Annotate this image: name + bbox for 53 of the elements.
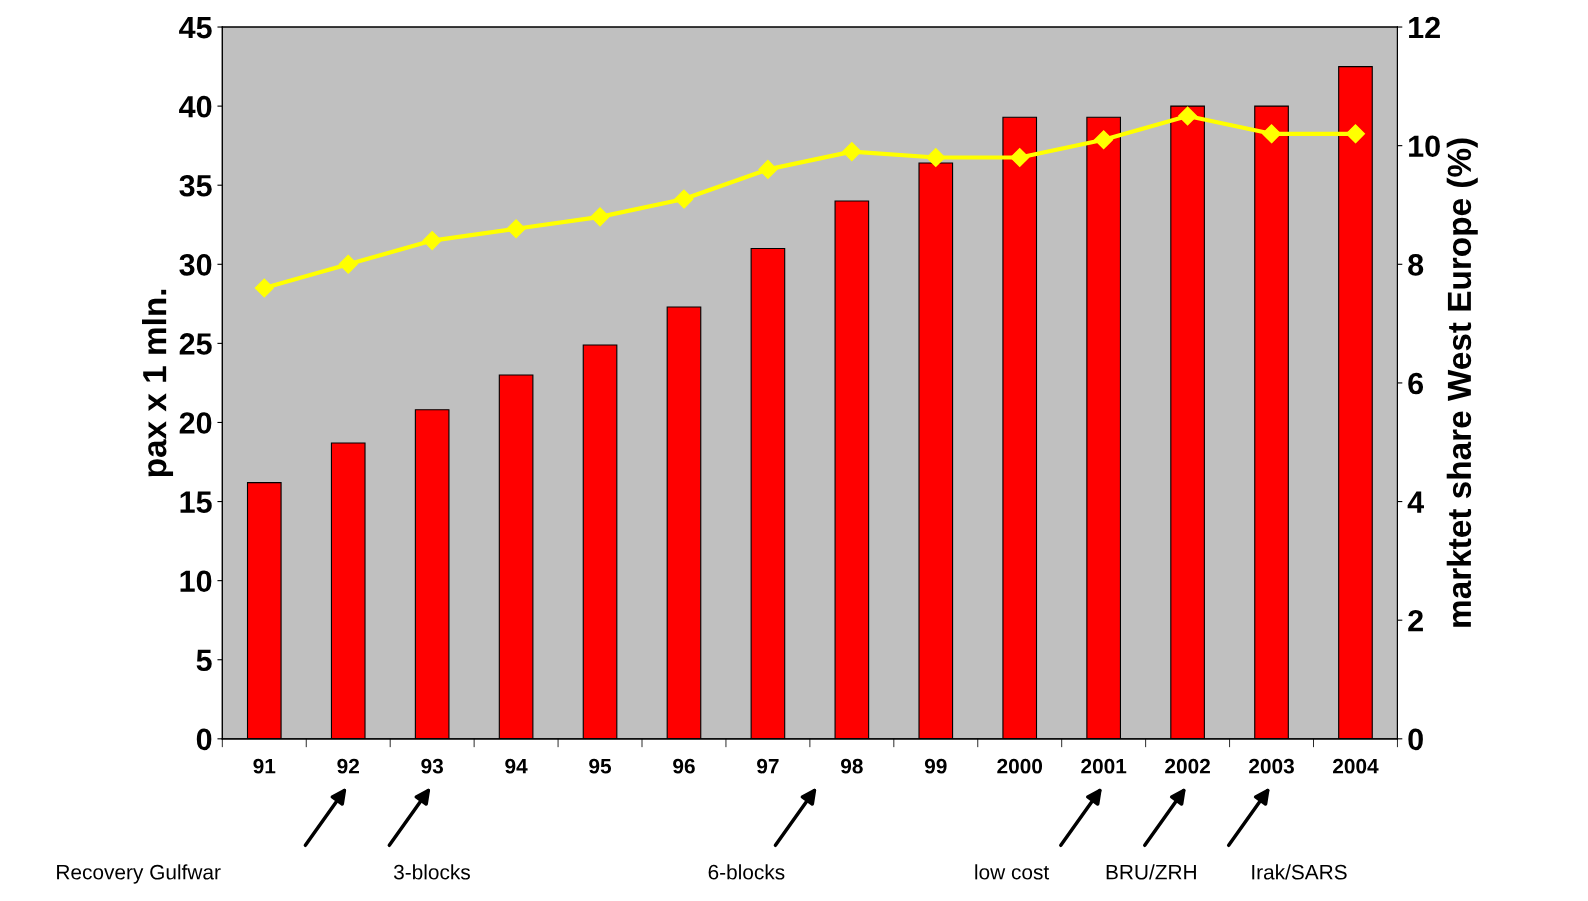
y-tick-label: 10 [180, 570, 212, 593]
y-tick-label: 25 [179, 333, 212, 355]
x-tick-label: 95 [589, 758, 612, 774]
x-tick-label: 96 [673, 758, 695, 774]
x-tick-label: 92 [337, 758, 359, 774]
text: 6-blocks [708, 864, 785, 880]
y2-tick-label: 6 [1408, 372, 1424, 395]
x-tick-label: 2004 [1333, 758, 1379, 774]
point [926, 147, 946, 168]
y2-tick-label: 12 [1409, 16, 1440, 39]
text: low cost [975, 864, 1050, 880]
text: Recovery Gulfwar [57, 864, 221, 884]
y-tick-label: 5 [196, 649, 212, 672]
point [758, 159, 778, 179]
text: 3-blocks [393, 864, 470, 880]
point [506, 219, 526, 239]
x-tick-label: 91 [253, 758, 276, 774]
x-tick-label: 98 [840, 758, 863, 774]
x-tick-label: 2000 [997, 758, 1043, 774]
y2-tick-label: 10 [1409, 135, 1440, 158]
point [254, 278, 274, 298]
text: Irak/SARS [1252, 864, 1347, 880]
y2-tick-label: 0 [1408, 728, 1423, 751]
y-tick-label: 40 [179, 95, 212, 118]
x-tick-label: 2001 [1081, 758, 1127, 774]
y2-tick-label: 4 [1407, 491, 1424, 513]
point [1178, 106, 1198, 126]
y-tick-label: 30 [179, 254, 212, 276]
y-tick-label: 35 [179, 174, 212, 197]
x-tick-label: 2003 [1249, 758, 1294, 774]
point [1094, 130, 1114, 150]
y-tick-label: 0 [196, 728, 212, 751]
point [422, 231, 442, 251]
y2-axis-title: marktet share West Europe (%) [1446, 138, 1478, 627]
y2-tick-label: 2 [1408, 609, 1423, 632]
x-tick-label: 99 [924, 758, 947, 774]
point [842, 142, 862, 162]
x-tick-label: 97 [757, 758, 779, 774]
x-tick-label: 93 [421, 758, 443, 774]
y-tick-label: 20 [179, 412, 212, 434]
x-tick-label: 2002 [1165, 758, 1210, 774]
x-tick-label: 94 [505, 758, 528, 774]
y-tick-label: 15 [180, 491, 212, 513]
y-axis-title: pax x 1 mln. [141, 289, 174, 477]
y2-tick-label: 8 [1408, 254, 1424, 276]
point [1010, 147, 1030, 168]
y-tick-label: 45 [179, 17, 212, 39]
point [1262, 124, 1282, 144]
point [674, 189, 694, 209]
text: BRU/ZRH [1106, 864, 1196, 880]
point [590, 207, 610, 227]
point [1345, 124, 1366, 144]
point [338, 254, 358, 274]
